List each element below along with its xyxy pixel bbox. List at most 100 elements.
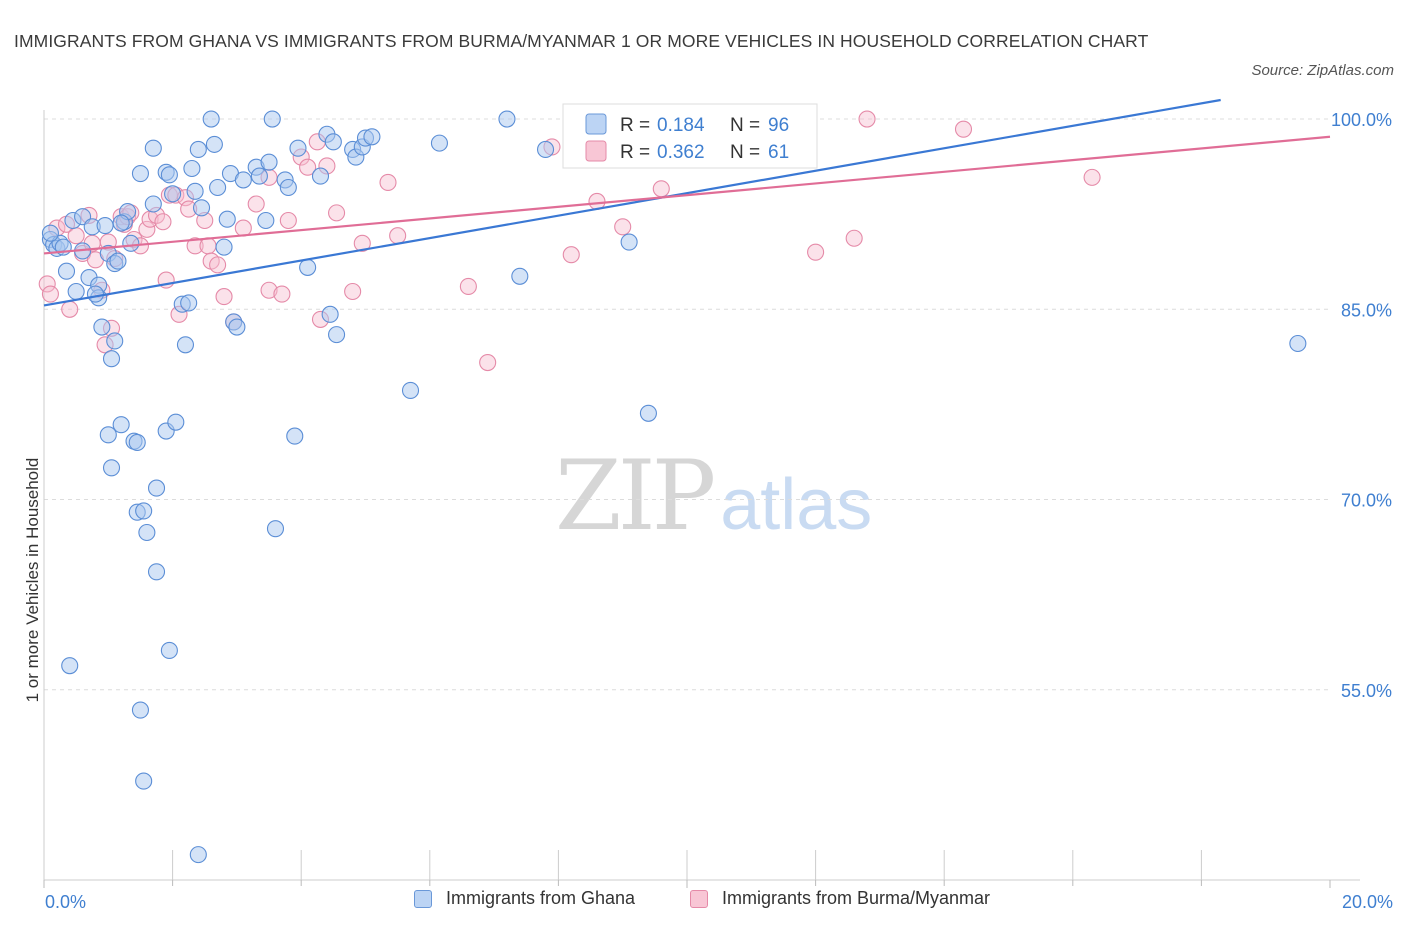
ghana-point — [186, 182, 204, 200]
ghana-point — [86, 285, 104, 303]
ghana-point — [122, 234, 140, 252]
ghana-point — [202, 110, 220, 128]
trend-lines — [43, 98, 1331, 307]
x-tick-label-1: 20.0% — [1342, 892, 1393, 912]
ghana-point — [147, 563, 166, 581]
ghana-point — [93, 318, 111, 336]
ghana-point — [363, 128, 381, 146]
ghana-point — [311, 167, 330, 185]
ghana-point — [498, 110, 516, 128]
ghana-point — [234, 171, 252, 189]
burma-point — [379, 173, 397, 191]
burma-point — [279, 211, 297, 230]
source-label: Source: ZipAtlas.com — [1251, 62, 1394, 79]
burma-point — [389, 227, 407, 245]
legend-r-value-ghana: 0.184 — [657, 115, 705, 136]
ghana-point — [131, 701, 149, 719]
ghana-point — [1289, 334, 1307, 353]
burma-point — [41, 285, 59, 303]
burma-point — [344, 282, 362, 301]
ghana-point — [215, 238, 233, 256]
ghana-point — [209, 178, 227, 197]
legend-r-label-ghana: R = — [620, 115, 650, 136]
burma-point — [562, 246, 580, 264]
burma-point — [1083, 168, 1101, 186]
burma-point — [845, 229, 863, 247]
ghana-point — [279, 178, 297, 197]
x-tick-label-0: 0.0% — [45, 892, 86, 912]
burma-point — [154, 213, 172, 231]
grid-lines — [44, 118, 1330, 691]
ghana-point — [128, 433, 146, 451]
ghana-point — [61, 657, 79, 675]
burma-trend-line — [43, 135, 1331, 255]
ghana-point — [144, 139, 162, 157]
ghana-point — [176, 336, 195, 354]
ghana-point — [102, 350, 121, 368]
legend-item-ghana[interactable]: Immigrants from Ghana — [414, 888, 635, 909]
legend-top: R = 0.184 N = 96 R = 0.362 N = 61 — [562, 103, 818, 169]
ghana-point — [167, 413, 185, 431]
burma-point — [209, 256, 227, 274]
ghana-point — [109, 252, 127, 270]
ghana-point — [639, 404, 657, 422]
y-axis-label: 1 or more Vehicles in Household — [23, 457, 42, 703]
legend-n-label-burma: N = — [730, 142, 760, 163]
ghana-point — [160, 641, 178, 659]
legend-r-value-burma: 0.362 — [657, 142, 705, 163]
ghana-point — [286, 427, 304, 445]
burma-point — [328, 204, 346, 222]
watermark-zip: ZIP — [555, 440, 716, 552]
ghana-point — [250, 167, 268, 185]
ghana-point — [138, 523, 156, 542]
ghana-point — [96, 217, 114, 235]
ghana-point — [131, 165, 149, 183]
ghana-point — [144, 195, 162, 213]
ghana-point — [102, 459, 121, 477]
ghana-point — [266, 520, 285, 538]
ghana-point — [218, 210, 236, 228]
burma-point — [353, 234, 371, 252]
y-axis-label-wrap: 1 or more Vehicles in Household — [18, 300, 48, 860]
ghana-point — [536, 140, 555, 159]
burma-point — [67, 227, 85, 245]
chart-title: IMMIGRANTS FROM GHANA VS IMMIGRANTS FROM… — [14, 31, 1149, 51]
ghana-point — [41, 224, 59, 242]
ghana-point — [164, 185, 182, 203]
ghana-point — [192, 199, 211, 217]
burma-point — [260, 281, 278, 299]
ghana-points — [41, 110, 1307, 864]
burma-point — [614, 218, 632, 236]
ghana-point — [321, 305, 339, 323]
ghana-point — [263, 110, 281, 128]
burma-point — [954, 120, 973, 138]
burma-point — [38, 275, 56, 293]
ghana-point — [135, 772, 153, 790]
ghana-point — [189, 140, 207, 159]
ghana-point — [511, 267, 529, 285]
ghana-point — [160, 166, 178, 184]
ghana-point — [99, 426, 117, 444]
legend-n-value-ghana: 96 — [768, 115, 789, 136]
legend-swatch-ghana — [585, 113, 607, 135]
ghana-point — [401, 381, 420, 399]
ghana-point — [112, 214, 130, 232]
ghana-point — [183, 159, 201, 178]
burma-point — [138, 220, 156, 238]
legend-item-burma[interactable]: Immigrants from Burma/Myanmar — [690, 888, 990, 909]
y-tick-label-2: 70.0% — [1341, 491, 1392, 511]
burma-point — [299, 158, 317, 176]
legend-swatch-ghana-bottom — [414, 889, 432, 908]
tick-labels: 100.0% 85.0% 70.0% 55.0% 0.0% 20.0% — [45, 110, 1393, 912]
watermark: ZIP atlas — [555, 440, 872, 552]
burma-point — [459, 277, 477, 295]
y-tick-label-3: 55.0% — [1341, 681, 1392, 701]
ghana-point — [147, 479, 166, 497]
ghana-point — [430, 134, 448, 152]
watermark-atlas: atlas — [720, 465, 873, 545]
ghana-point — [67, 282, 85, 301]
legend-label-burma: Immigrants from Burma/Myanmar — [722, 888, 991, 908]
ghana-point — [324, 133, 342, 151]
ghana-point — [228, 318, 246, 336]
burma-point — [199, 237, 217, 255]
